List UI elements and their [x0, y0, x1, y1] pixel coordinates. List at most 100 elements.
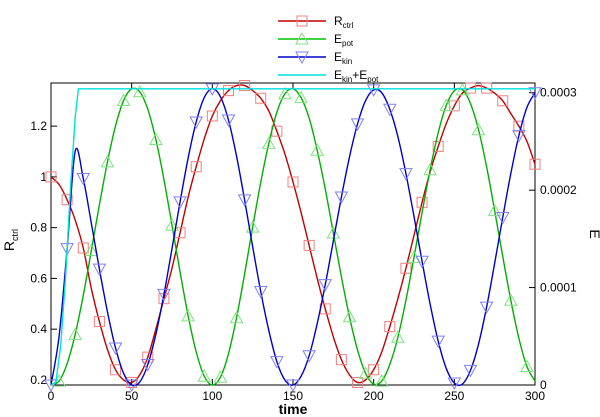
data-point-marker	[382, 103, 397, 117]
data-point-marker	[92, 263, 107, 277]
data-point-marker	[229, 310, 244, 324]
x-tick-label: 50	[125, 389, 139, 403]
data-point-marker	[303, 239, 315, 251]
data-point-marker	[464, 82, 476, 94]
data-point-marker	[471, 122, 486, 136]
data-point-marker	[384, 321, 396, 333]
data-point-marker	[302, 350, 316, 363]
data-point-marker	[149, 132, 163, 146]
y-left-label-sub: ctrl	[10, 229, 20, 241]
x-tick-label: 300	[525, 389, 545, 403]
data-point-marker	[415, 255, 429, 269]
data-point-marker	[447, 377, 462, 391]
data-point-marker	[110, 364, 122, 376]
data-point-marker	[391, 330, 405, 343]
data-point-marker	[61, 194, 73, 206]
series-ekin	[44, 83, 542, 393]
data-point-marker	[76, 172, 91, 186]
x-tick-label: 100	[202, 389, 222, 403]
data-point-marker	[399, 168, 413, 181]
data-point-marker	[206, 110, 218, 122]
data-point-marker	[140, 359, 155, 372]
series-line	[50, 87, 536, 386]
x-tick-label: 150	[283, 389, 303, 403]
data-point-marker	[221, 114, 236, 128]
y-right-tick-label: 0.0002	[540, 183, 577, 197]
legend-item: Ekin	[278, 50, 352, 66]
data-point-marker	[342, 309, 357, 323]
series-line	[50, 88, 536, 387]
y-left-tick-label: 1.2	[30, 119, 47, 133]
data-point-marker	[270, 356, 284, 369]
y-left-tick-label: 0.4	[30, 322, 47, 336]
data-point-marker	[431, 335, 446, 349]
x-tick-label: 0	[48, 389, 55, 403]
data-point-marker	[358, 366, 373, 379]
data-point-marker	[278, 86, 292, 100]
data-point-marker	[439, 98, 454, 111]
data-point-marker	[432, 140, 444, 152]
data-point-marker	[100, 154, 115, 168]
series-rctrl	[45, 80, 541, 388]
data-point-marker	[45, 171, 57, 183]
data-point-marker	[335, 354, 347, 366]
series-layer	[44, 80, 542, 393]
data-point-marker	[68, 327, 83, 340]
data-point-marker	[165, 218, 179, 231]
y-left-label-main: R	[1, 241, 17, 251]
plot-frame	[50, 82, 536, 386]
data-point-marker	[286, 379, 300, 393]
data-point-marker	[513, 120, 525, 132]
legend-label: Ekin	[334, 50, 352, 66]
data-point-marker	[93, 316, 105, 328]
data-point-marker	[366, 84, 381, 97]
legend-item: Epot	[278, 31, 354, 48]
data-point-marker	[287, 176, 299, 188]
data-point-marker	[84, 243, 99, 257]
data-point-marker	[222, 85, 234, 97]
data-point-marker	[481, 82, 493, 94]
legend-item: Ekin+Epot	[278, 68, 379, 84]
data-point-marker	[463, 364, 478, 378]
data-point-marker	[253, 285, 268, 299]
svg-text:Rctrl: Rctrl	[1, 229, 20, 251]
data-point-marker	[495, 211, 510, 225]
legend-label: Epot	[334, 32, 354, 48]
data-point-marker	[352, 376, 364, 388]
y-left-tick-label: 0.8	[30, 221, 47, 235]
series-line	[50, 88, 535, 386]
y-right-tick-label: 0	[540, 378, 547, 392]
data-point-marker	[528, 87, 542, 100]
legend: Rctrl Epot Ekin Ekin+Epot	[278, 14, 379, 84]
data-point-marker	[173, 196, 187, 209]
data-point-marker	[479, 301, 494, 315]
data-point-marker	[132, 84, 147, 98]
data-point-marker	[497, 95, 509, 107]
data-point-marker	[503, 293, 518, 306]
axis-ticks: 0 50 100 150 200 250 300 0.2 0.4 0.6 0.8 1 1.2 0 0.000…	[30, 83, 577, 403]
data-point-marker	[181, 308, 195, 322]
legend-swatch-marker	[296, 15, 308, 27]
data-point-marker	[142, 351, 154, 363]
data-point-marker	[423, 162, 437, 176]
series-ekin-epot	[50, 88, 535, 386]
data-point-marker	[197, 369, 212, 382]
y-left-tick-label: 1	[40, 170, 47, 184]
data-point-marker	[407, 250, 421, 263]
data-point-marker	[400, 262, 412, 274]
data-point-marker	[310, 143, 325, 156]
data-point-marker	[157, 288, 171, 302]
data-point-marker	[239, 80, 251, 92]
x-tick-label: 200	[364, 389, 384, 403]
x-axis-label: time	[279, 401, 308, 417]
data-point-marker	[189, 116, 204, 130]
x-tick-label: 250	[444, 389, 464, 403]
data-point-marker	[261, 136, 276, 149]
data-point-marker	[237, 194, 252, 207]
y-left-tick-label: 0.2	[30, 373, 47, 387]
data-point-marker	[116, 93, 131, 107]
series-line	[50, 84, 536, 384]
data-point-marker	[213, 370, 228, 383]
data-point-marker	[374, 374, 389, 387]
